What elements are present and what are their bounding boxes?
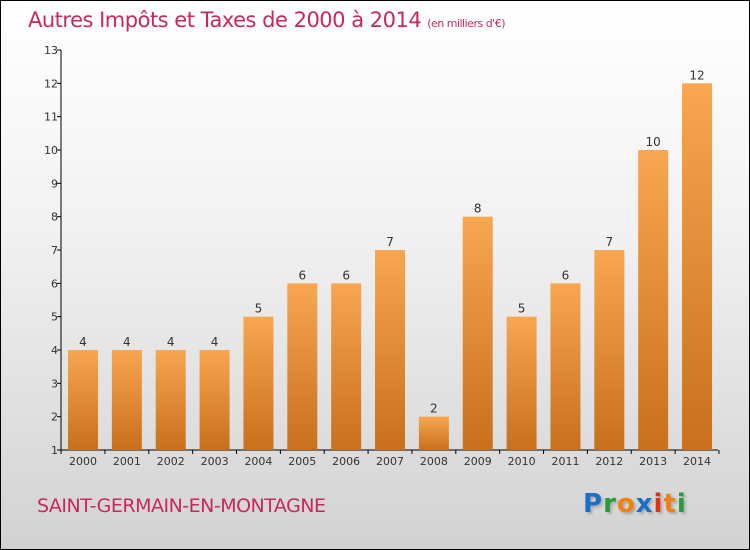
logo-letter: i <box>653 489 664 519</box>
bar <box>418 416 449 450</box>
data-label: 2 <box>430 402 438 416</box>
x-tick-label: 2009 <box>464 455 492 468</box>
bar <box>199 350 230 450</box>
chart-title: Autres Impôts et Taxes de 2000 à 2014 (en… <box>28 8 505 32</box>
logo-letter: x <box>635 489 654 519</box>
data-label: 4 <box>167 335 175 349</box>
data-label: 6 <box>298 268 306 282</box>
unit-label: (en milliers d'€) <box>427 17 505 30</box>
x-tick-label: 2001 <box>113 455 141 468</box>
data-label: 7 <box>605 235 613 249</box>
y-tick-label: 11 <box>44 111 58 124</box>
bar <box>155 350 186 450</box>
data-label: 10 <box>646 135 661 149</box>
bar <box>638 150 669 450</box>
bar <box>375 250 406 450</box>
x-tick-label: 2003 <box>201 455 229 468</box>
y-tick-label: 3 <box>51 377 58 390</box>
x-tick-label: 2006 <box>332 455 360 468</box>
y-tick-label: 10 <box>44 144 58 157</box>
bar <box>287 283 318 450</box>
logo-letter: P <box>583 489 604 519</box>
logo-letter: i <box>676 489 687 519</box>
x-tick-label: 2013 <box>639 455 667 468</box>
bar <box>594 250 625 450</box>
bar <box>462 216 493 450</box>
bar <box>243 316 274 450</box>
y-tick-label: 4 <box>51 344 58 357</box>
proxiti-logo: Proxiti <box>583 489 687 519</box>
y-tick-label: 2 <box>51 411 58 424</box>
x-tick-label: 2012 <box>595 455 623 468</box>
data-label: 7 <box>386 235 394 249</box>
title-text: Autres Impôts et Taxes de 2000 à 2014 <box>28 8 422 32</box>
x-tick-label: 2004 <box>244 455 272 468</box>
logo-letter: t <box>663 489 677 519</box>
data-label: 6 <box>562 268 570 282</box>
logo-letter: r <box>603 489 617 519</box>
data-label: 4 <box>211 335 219 349</box>
y-tick-label: 13 <box>44 44 58 57</box>
x-tick-label: 2014 <box>683 455 711 468</box>
data-label: 12 <box>689 68 704 82</box>
y-tick-label: 9 <box>51 177 58 190</box>
y-tick-label: 6 <box>51 277 58 290</box>
bar <box>111 350 142 450</box>
bar <box>506 316 537 450</box>
commune-name: SAINT-GERMAIN-EN-MONTAGNE <box>37 495 326 517</box>
x-tick-label: 2011 <box>551 455 579 468</box>
x-tick-label: 2007 <box>376 455 404 468</box>
data-label: 4 <box>79 335 87 349</box>
x-tick-label: 2010 <box>508 455 536 468</box>
y-tick-label: 5 <box>51 311 58 324</box>
data-label: 6 <box>342 268 350 282</box>
data-label: 5 <box>518 302 526 316</box>
logo-letter: o <box>616 489 636 519</box>
bar <box>550 283 581 450</box>
y-tick-label: 1 <box>51 444 58 457</box>
x-tick-label: 2000 <box>69 455 97 468</box>
bar <box>682 83 713 450</box>
y-tick-label: 8 <box>51 211 58 224</box>
y-tick-label: 12 <box>44 77 58 90</box>
x-tick-label: 2008 <box>420 455 448 468</box>
x-tick-label: 2002 <box>157 455 185 468</box>
x-tick-label: 2005 <box>288 455 316 468</box>
data-label: 5 <box>255 302 263 316</box>
bar <box>331 283 362 450</box>
bar <box>68 350 98 450</box>
data-label: 8 <box>474 202 482 216</box>
data-label: 4 <box>123 335 131 349</box>
y-tick-label: 7 <box>51 244 58 257</box>
